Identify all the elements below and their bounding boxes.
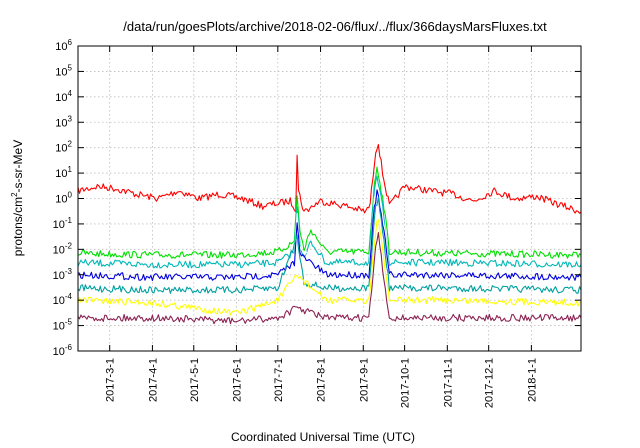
series-line-2 xyxy=(77,175,582,269)
series-line-4 xyxy=(77,189,582,282)
y-tick-labels: 10-610-510-410-310-210-11001011021031041… xyxy=(53,38,73,358)
series-line-0 xyxy=(77,143,582,214)
y-tick-base: 10 xyxy=(53,219,65,231)
y-tick-exp: -3 xyxy=(65,267,73,276)
y-tick-base: 10 xyxy=(55,66,67,78)
y-tick-label: 10-3 xyxy=(53,267,73,282)
y-axis-label: protons/cm2-s-sr-MeV xyxy=(10,140,25,256)
y-tick-label: 10-5 xyxy=(53,318,73,333)
x-tick-labels: 2017-3-1 2017-4-1 2017-5-1 2017-6-1 2017-7-1… xyxy=(105,358,539,408)
y-tick-exp: -2 xyxy=(65,241,73,250)
series-layer xyxy=(77,143,582,325)
y-tick-label: 105 xyxy=(55,63,72,78)
series-line-5 xyxy=(77,196,582,294)
x-tick-label: 2017-7-1 xyxy=(273,358,285,402)
y-tick-base: 10 xyxy=(53,346,65,358)
series-line-7 xyxy=(77,232,582,325)
y-axis-label-post: -s-sr-MeV xyxy=(11,140,25,193)
y-axis-label-pre: protons/cm xyxy=(11,197,25,256)
y-tick-label: 102 xyxy=(55,140,72,155)
x-tick-label: 2017-12-1 xyxy=(484,358,496,408)
x-tick-label: 2017-10-1 xyxy=(400,358,412,408)
x-tick-label: 2017-8-1 xyxy=(316,358,328,402)
y-tick-exp: -4 xyxy=(65,292,73,301)
x-tick-label: 2018-1-1 xyxy=(526,358,538,402)
x-tick-label: 2017-5-1 xyxy=(189,358,201,402)
series-line-1 xyxy=(77,166,582,259)
y-tick-base: 10 xyxy=(55,143,67,155)
grid-lines xyxy=(78,45,581,352)
y-tick-label: 10-4 xyxy=(53,292,73,307)
y-tick-label: 10-1 xyxy=(53,216,73,231)
y-tick-exp: -5 xyxy=(65,318,73,327)
x-tick-label: 2017-6-1 xyxy=(231,358,243,402)
y-tick-exp: 6 xyxy=(68,38,73,47)
series-line-6 xyxy=(77,219,582,316)
y-tick-label: 10-2 xyxy=(53,241,73,256)
x-tick-label: 2017-3-1 xyxy=(105,358,117,402)
y-tick-label: 101 xyxy=(55,165,72,180)
y-tick-exp: 0 xyxy=(68,191,73,200)
y-tick-base: 10 xyxy=(55,92,67,104)
y-tick-exp: 2 xyxy=(68,140,73,149)
axis-ticks xyxy=(78,45,581,352)
y-tick-label: 106 xyxy=(55,38,72,53)
x-tick-label: 2017-11-1 xyxy=(442,358,454,407)
plot-frame xyxy=(77,45,582,352)
y-tick-base: 10 xyxy=(55,41,67,53)
y-tick-exp: -1 xyxy=(65,216,73,225)
y-axis-label-sup: 2 xyxy=(10,192,19,197)
chart-title: /data/run/goesPlots/archive/2018-02-06/f… xyxy=(123,19,547,34)
x-axis-label: Coordinated Universal Time (UTC) xyxy=(231,430,415,444)
y-tick-base: 10 xyxy=(53,295,65,307)
y-tick-base: 10 xyxy=(55,168,67,180)
y-tick-base: 10 xyxy=(55,194,67,206)
y-tick-base: 10 xyxy=(53,270,65,282)
y-tick-exp: -6 xyxy=(65,343,73,352)
y-tick-base: 10 xyxy=(53,321,65,333)
y-tick-exp: 5 xyxy=(68,63,73,72)
y-tick-label: 104 xyxy=(55,89,72,104)
y-tick-exp: 4 xyxy=(68,89,73,98)
y-tick-exp: 3 xyxy=(68,114,73,123)
y-tick-base: 10 xyxy=(55,117,67,129)
series-line-3 xyxy=(77,185,582,277)
y-tick-label: 10-6 xyxy=(53,343,73,358)
y-tick-exp: 1 xyxy=(68,165,73,174)
y-tick-label: 100 xyxy=(55,191,72,206)
x-tick-label: 2017-4-1 xyxy=(147,358,159,402)
y-tick-base: 10 xyxy=(53,244,65,256)
x-tick-label: 2017-9-1 xyxy=(358,358,370,402)
y-tick-label: 103 xyxy=(55,114,72,129)
